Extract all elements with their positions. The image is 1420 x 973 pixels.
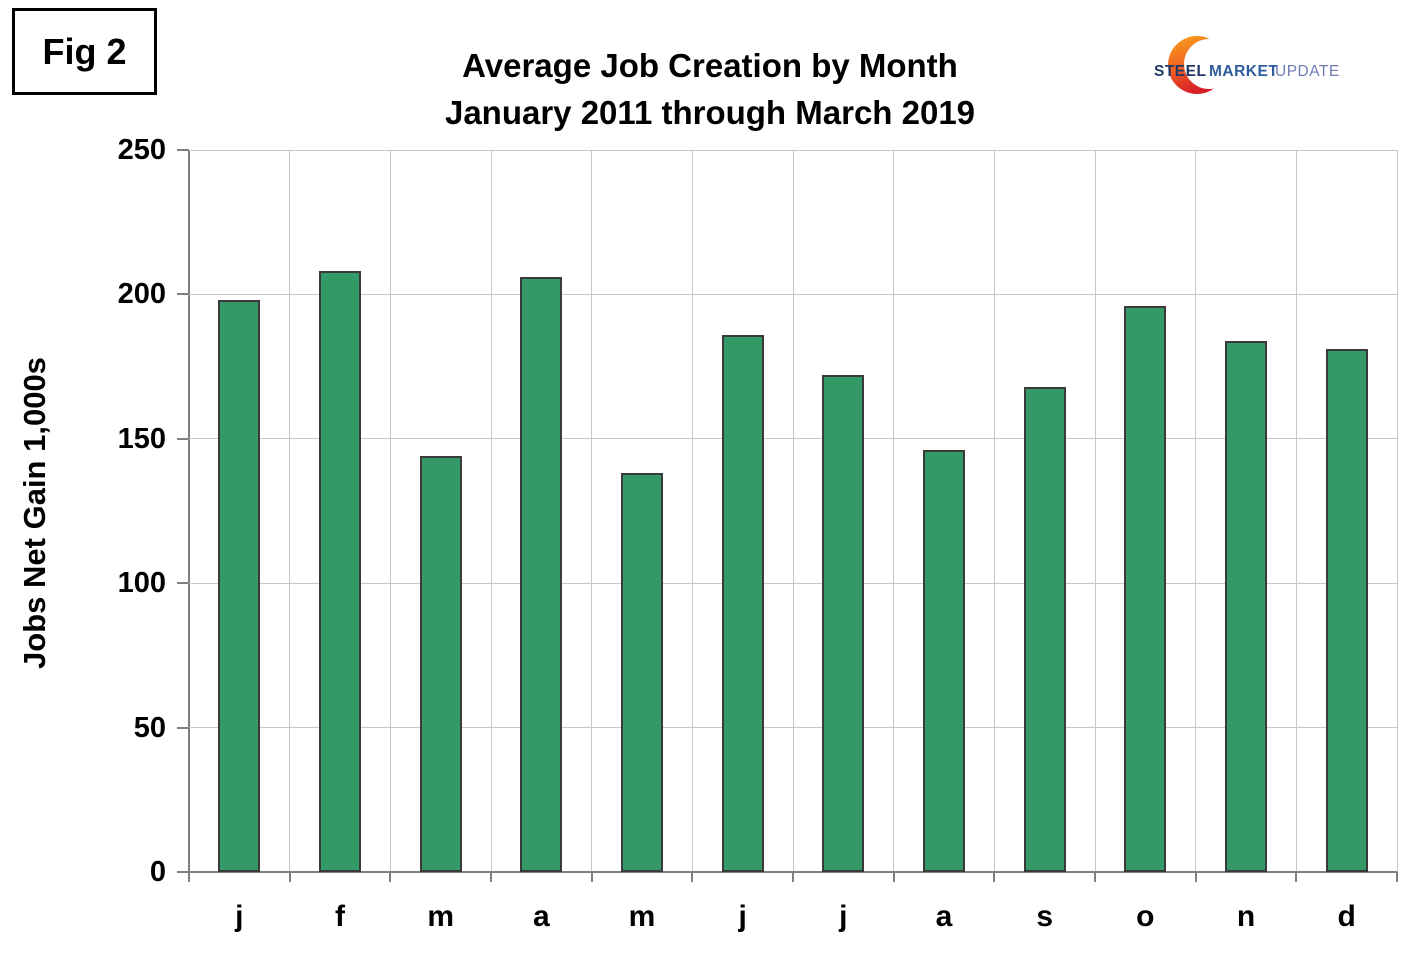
bar-o-10: [1124, 305, 1167, 872]
v-gridline-3: [490, 150, 492, 872]
y-tick-label-0: 0: [149, 856, 166, 888]
v-gridline-10: [1195, 150, 1197, 872]
x-tick-10: [1194, 872, 1197, 882]
v-gridline-1: [289, 150, 291, 872]
bar-a-4: [520, 277, 563, 872]
v-gridline-4: [591, 150, 593, 872]
y-tick-150: [177, 437, 189, 440]
x-tick-2: [389, 872, 392, 882]
y-tick-label-200: 200: [117, 278, 166, 311]
x-tick-11: [1295, 872, 1298, 882]
logo-word-steel: STEEL: [1154, 63, 1206, 80]
x-tick-9: [1094, 872, 1096, 882]
bar-m-3: [419, 456, 462, 872]
plot-area: [177, 149, 1398, 882]
chart-title-line2: January 2011 through March 2019: [444, 94, 976, 131]
figure-label: Fig 2: [42, 30, 127, 72]
y-tick-50: [177, 726, 189, 729]
x-tick-label-6: j: [738, 900, 747, 933]
v-gridline-9: [1094, 150, 1096, 872]
x-tick-label-10: o: [1136, 900, 1155, 933]
y-tick-label-50: 50: [133, 711, 166, 744]
chart-title: Average Job Creation by Month January 20…: [160, 42, 1260, 136]
y-axis-title: Jobs Net Gain 1,000s: [17, 357, 52, 669]
logo-word-update: UPDATE: [1275, 63, 1340, 80]
logo-word-market: MARKET: [1209, 63, 1278, 80]
y-axis-line: [188, 150, 190, 881]
bar-s-9: [1023, 386, 1066, 872]
x-tick-12: [1396, 872, 1398, 882]
x-axis-line: [177, 871, 1397, 873]
x-tick-3: [490, 872, 492, 882]
y-tick-label-100: 100: [117, 567, 166, 600]
bar-j-7: [822, 375, 865, 872]
x-tick-label-3: m: [427, 900, 454, 933]
v-gridline-11: [1295, 150, 1297, 872]
v-gridline-5: [691, 150, 693, 872]
x-tick-label-1: j: [235, 900, 244, 933]
y-tick-label-150: 150: [117, 422, 166, 455]
chart-title-line1: Average Job Creation by Month: [462, 47, 958, 84]
x-tick-label-11: n: [1236, 900, 1256, 933]
y-tick-250: [177, 149, 189, 151]
y-tick-200: [177, 293, 189, 296]
x-tick-7: [892, 872, 895, 882]
v-gridline-12: [1396, 150, 1398, 872]
figure-label-box: Fig 2: [12, 8, 157, 95]
x-tick-6: [792, 872, 794, 882]
v-gridline-2: [389, 150, 391, 872]
x-tick-label-7: j: [839, 900, 848, 933]
x-tick-label-8: a: [935, 900, 953, 933]
x-tick-5: [691, 872, 694, 882]
x-tick-label-4: a: [532, 900, 550, 933]
bar-m-5: [621, 473, 663, 872]
bar-f-2: [319, 271, 361, 872]
y-tick-100: [177, 582, 189, 585]
v-gridline-8: [993, 150, 995, 872]
y-tick-label-250: 250: [117, 134, 166, 166]
bar-j-1: [218, 300, 261, 872]
x-tick-label-9: s: [1036, 900, 1053, 933]
logo-crescent-icon: [1168, 36, 1234, 94]
steel-market-update-logo: STEEL MARKET UPDATE: [1154, 36, 1340, 94]
bar-d-12: [1325, 349, 1368, 872]
bar-n-11: [1225, 340, 1267, 872]
x-tick-label-12: d: [1337, 900, 1356, 933]
x-tick-0: [188, 872, 190, 882]
x-tick-1: [288, 872, 291, 882]
v-gridline-7: [893, 150, 895, 872]
x-tick-4: [590, 872, 593, 882]
v-gridline-6: [792, 150, 794, 872]
x-tick-label-2: f: [334, 900, 345, 933]
x-tick-8: [993, 872, 996, 882]
bar-a-8: [923, 450, 965, 872]
x-tick-label-5: m: [628, 900, 656, 933]
bar-j-6: [721, 334, 764, 872]
